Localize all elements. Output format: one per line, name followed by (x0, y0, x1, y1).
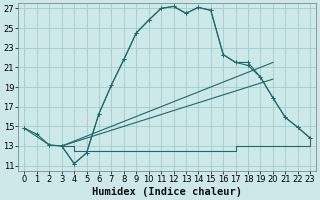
X-axis label: Humidex (Indice chaleur): Humidex (Indice chaleur) (92, 186, 242, 197)
